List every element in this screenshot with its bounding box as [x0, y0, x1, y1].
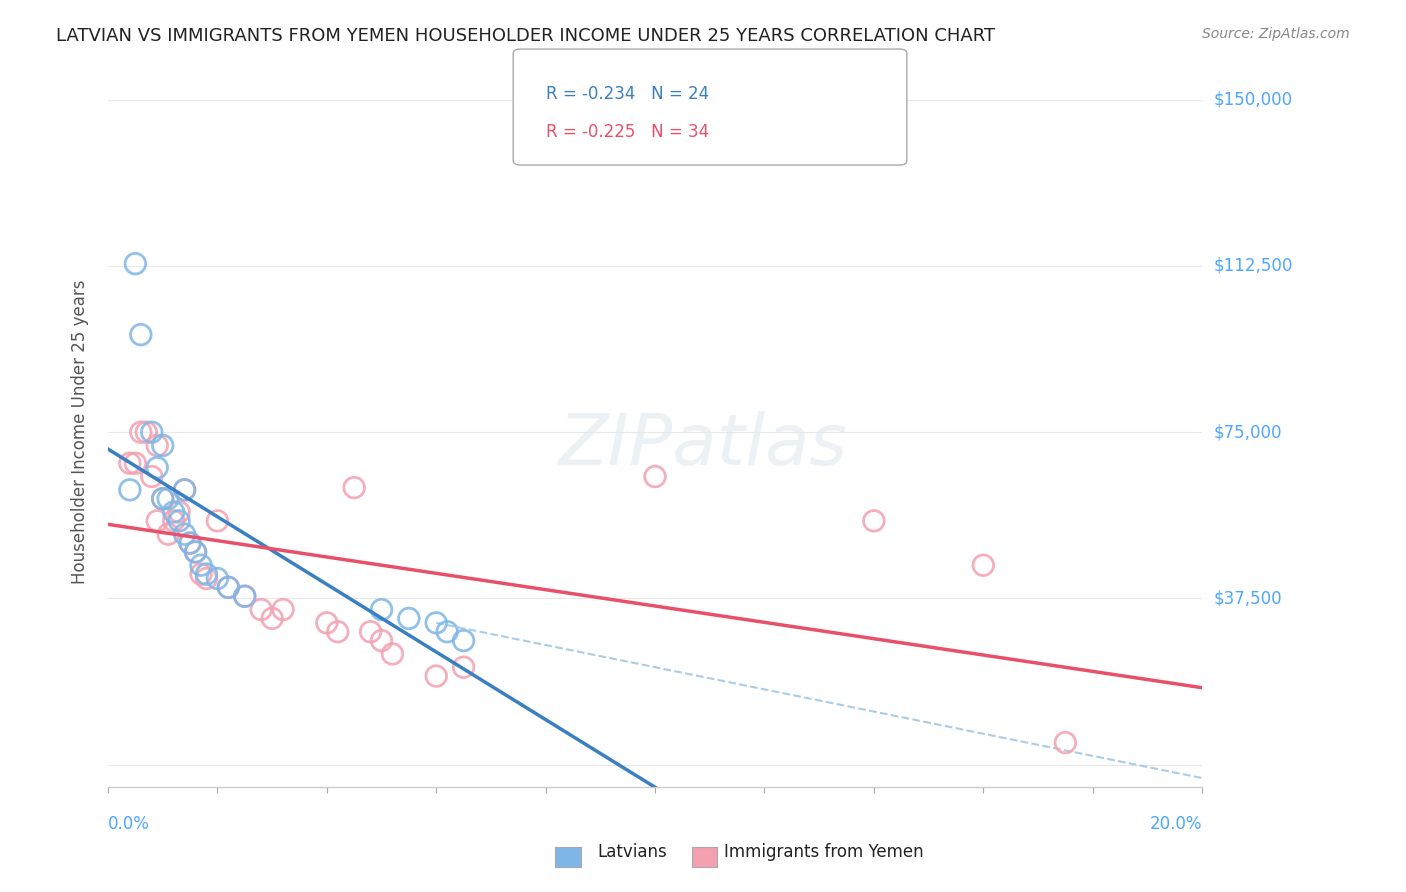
Point	[250, 602, 273, 616]
Point	[972, 558, 994, 573]
Point	[370, 633, 392, 648]
Text: $75,000: $75,000	[1213, 423, 1282, 442]
Point	[162, 514, 184, 528]
Point	[381, 647, 404, 661]
Point	[271, 602, 294, 616]
Point	[167, 505, 190, 519]
Point	[179, 536, 201, 550]
Point	[135, 425, 157, 440]
Point	[129, 425, 152, 440]
Text: $37,500: $37,500	[1213, 590, 1282, 607]
Point	[436, 624, 458, 639]
Point	[195, 572, 218, 586]
Point	[425, 615, 447, 630]
Point	[207, 572, 229, 586]
Point	[152, 491, 174, 506]
Point	[152, 491, 174, 506]
Y-axis label: Householder Income Under 25 years: Householder Income Under 25 years	[72, 280, 89, 584]
Point	[217, 581, 239, 595]
Text: Source: ZipAtlas.com: Source: ZipAtlas.com	[1202, 27, 1350, 41]
Point	[1054, 735, 1077, 749]
Point	[315, 615, 337, 630]
Point	[173, 483, 195, 497]
Point	[146, 460, 169, 475]
Point	[398, 611, 420, 625]
Point	[141, 469, 163, 483]
Point	[453, 660, 475, 674]
Text: $112,500: $112,500	[1213, 257, 1292, 275]
Text: 0.0%: 0.0%	[108, 815, 150, 833]
Point	[152, 438, 174, 452]
Point	[179, 536, 201, 550]
Text: R = -0.225   N = 34: R = -0.225 N = 34	[546, 123, 709, 141]
Point	[157, 491, 180, 506]
Point	[370, 602, 392, 616]
Point	[184, 545, 207, 559]
Point	[141, 425, 163, 440]
Point	[190, 567, 212, 582]
Point	[195, 567, 218, 582]
Text: Latvians: Latvians	[598, 843, 668, 861]
Point	[262, 611, 284, 625]
Point	[129, 327, 152, 342]
Point	[343, 481, 366, 495]
Point	[173, 483, 195, 497]
Point	[425, 669, 447, 683]
Point	[146, 514, 169, 528]
Point	[207, 514, 229, 528]
Point	[233, 589, 256, 603]
Text: LATVIAN VS IMMIGRANTS FROM YEMEN HOUSEHOLDER INCOME UNDER 25 YEARS CORRELATION C: LATVIAN VS IMMIGRANTS FROM YEMEN HOUSEHO…	[56, 27, 995, 45]
Text: ZIPatlas: ZIPatlas	[558, 411, 848, 481]
Point	[167, 514, 190, 528]
Point	[233, 589, 256, 603]
Point	[118, 483, 141, 497]
Point	[173, 527, 195, 541]
Point	[453, 633, 475, 648]
Text: 20.0%: 20.0%	[1150, 815, 1202, 833]
Point	[124, 257, 146, 271]
Point	[184, 545, 207, 559]
Point	[118, 456, 141, 470]
Point	[644, 469, 666, 483]
Text: $150,000: $150,000	[1213, 91, 1292, 109]
Point	[217, 581, 239, 595]
Point	[863, 514, 886, 528]
Point	[326, 624, 349, 639]
Point	[162, 505, 184, 519]
Point	[157, 527, 180, 541]
Point	[190, 558, 212, 573]
Text: R = -0.234   N = 24: R = -0.234 N = 24	[546, 85, 709, 103]
Point	[124, 456, 146, 470]
Point	[146, 438, 169, 452]
Point	[360, 624, 382, 639]
Text: Immigrants from Yemen: Immigrants from Yemen	[724, 843, 924, 861]
